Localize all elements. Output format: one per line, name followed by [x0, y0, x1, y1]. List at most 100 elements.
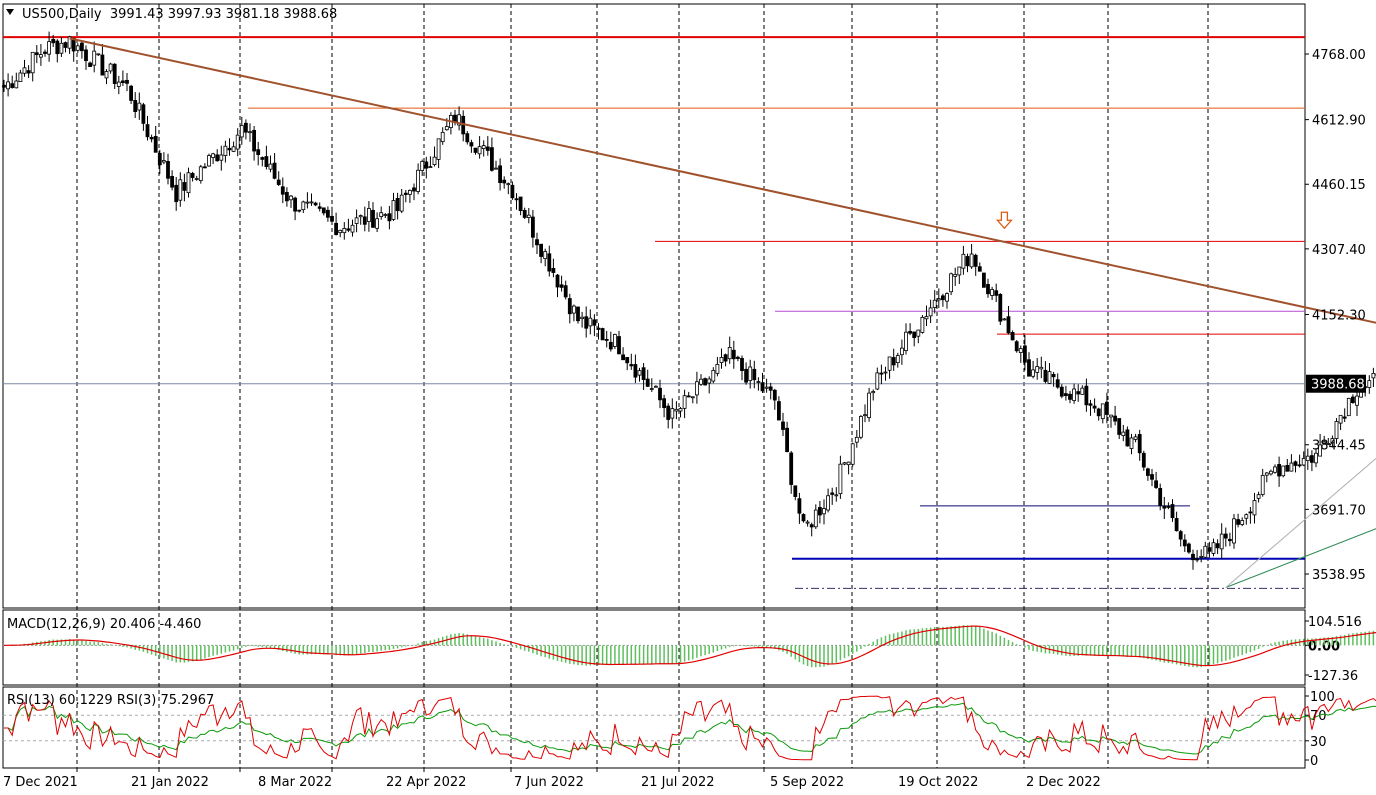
candle-body	[670, 408, 675, 419]
candle-body	[887, 356, 892, 371]
candle-body	[1146, 468, 1150, 476]
candle-body	[1080, 387, 1085, 395]
candle-body	[1064, 393, 1068, 397]
candle-body	[629, 364, 634, 367]
candle-body	[818, 507, 822, 516]
candle-body	[223, 145, 228, 156]
candle-body	[883, 371, 888, 374]
candle-body	[75, 45, 80, 51]
candle-body	[522, 209, 527, 218]
time-label: 19 Oct 2022	[898, 775, 978, 790]
candle-body	[1248, 511, 1253, 514]
candle-body	[637, 370, 642, 376]
candle-body	[744, 368, 748, 383]
candle-body	[264, 156, 269, 167]
candle-body	[1269, 470, 1273, 475]
candle-body	[284, 192, 289, 202]
candle-body	[424, 161, 429, 169]
candle-body	[990, 289, 994, 296]
candle-body	[215, 154, 220, 162]
candle-body	[867, 392, 871, 419]
candle-body	[403, 192, 408, 195]
candle-body	[67, 36, 72, 49]
candle-body	[231, 146, 236, 152]
symbol-menu-icon[interactable]	[6, 9, 14, 15]
time-label: 7 Dec 2021	[3, 775, 78, 790]
candle-body	[682, 395, 687, 409]
candle-body	[1088, 403, 1093, 406]
candle-body	[260, 157, 265, 160]
candle-body	[1199, 555, 1204, 558]
candle-body	[174, 184, 179, 203]
candle-body	[965, 256, 970, 267]
candle-body	[153, 135, 158, 153]
candle-body	[256, 149, 261, 155]
candle-body	[485, 146, 490, 151]
candle-body	[39, 54, 43, 58]
candle-body	[707, 378, 712, 384]
candle-body	[22, 67, 27, 74]
candle-body	[1100, 403, 1105, 420]
candle-body	[112, 63, 117, 85]
candle-body	[805, 521, 810, 524]
candle-body	[1330, 438, 1335, 443]
candle-body	[891, 357, 896, 366]
candle-body	[932, 299, 937, 308]
candle-body	[313, 202, 318, 206]
candle-body	[1195, 558, 1199, 561]
candle-body	[1133, 436, 1138, 440]
candle-body	[1203, 545, 1208, 558]
candle-body	[797, 498, 802, 514]
candle-body	[567, 298, 572, 315]
candle-body	[973, 254, 978, 267]
candle-body	[514, 198, 519, 201]
candle-body	[875, 372, 880, 390]
candle-body	[194, 178, 199, 180]
candle-body	[715, 363, 720, 374]
candle-body	[986, 284, 990, 295]
price-label: 4460.15	[1312, 178, 1366, 193]
candle-body	[904, 331, 908, 352]
candle-body	[207, 155, 211, 167]
candle-body	[1125, 429, 1130, 447]
candle-body	[547, 253, 552, 272]
candle-body	[961, 253, 966, 269]
candle-body	[526, 214, 531, 218]
candle-body	[219, 154, 224, 161]
candle-body	[1338, 414, 1343, 424]
candle-body	[1035, 366, 1040, 373]
candle-body	[498, 165, 503, 184]
candle-body	[1318, 444, 1322, 457]
candle-body	[1371, 373, 1376, 379]
candle-body	[1211, 542, 1216, 554]
candle-body	[535, 239, 539, 246]
candle-body	[178, 179, 183, 201]
candle-body	[555, 274, 560, 288]
candle-body	[1182, 539, 1187, 547]
candle-body	[1240, 520, 1245, 525]
current-price-box	[1306, 374, 1366, 393]
candle-body	[1096, 408, 1101, 417]
candle-body	[325, 209, 330, 218]
time-label: 21 Jan 2022	[131, 775, 209, 790]
candle-body	[1281, 465, 1286, 477]
candle-body	[80, 42, 84, 52]
macd-tick-label: 104.516	[1308, 615, 1362, 630]
candle-body	[190, 173, 195, 178]
candle-body	[678, 408, 683, 412]
candle-body	[59, 42, 64, 54]
panel-border	[2, 609, 1306, 686]
candle-body	[330, 215, 334, 222]
candle-body	[711, 370, 716, 382]
candle-body	[243, 122, 248, 133]
candle-body	[801, 514, 806, 522]
candle-body	[202, 166, 207, 169]
price-label: 4152.30	[1312, 308, 1366, 323]
candle-body	[1002, 318, 1007, 321]
candle-body	[440, 131, 445, 143]
candle-body	[18, 72, 23, 83]
candle-body	[613, 334, 617, 347]
candle-body	[116, 81, 121, 87]
current-price-label: 3988.68	[1311, 378, 1365, 393]
